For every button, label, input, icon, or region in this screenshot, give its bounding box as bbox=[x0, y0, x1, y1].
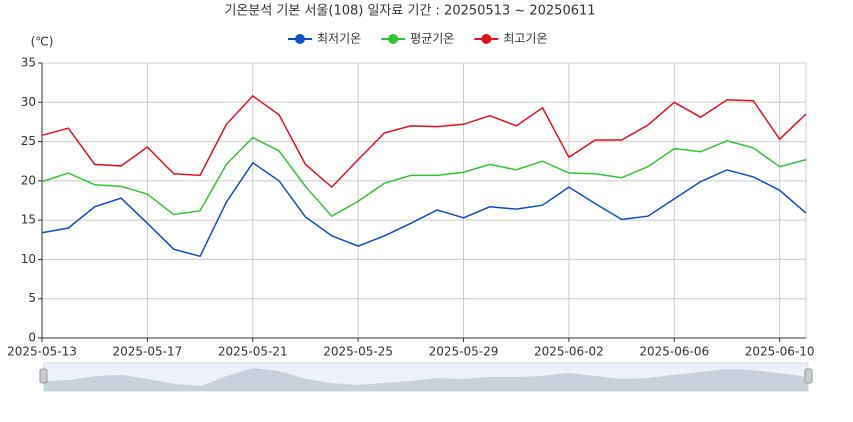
legend-marker bbox=[388, 34, 399, 44]
y-tick-label: 30 bbox=[21, 95, 36, 109]
y-axis-label: (℃) bbox=[31, 35, 54, 49]
x-tick-label: 2025-06-02 bbox=[534, 345, 604, 359]
y-tick-label: 35 bbox=[21, 56, 36, 70]
series-line bbox=[41, 136, 807, 218]
x-tick-label: 2025-05-21 bbox=[218, 345, 288, 359]
series-line bbox=[41, 95, 807, 189]
x-tick-label: 2025-05-29 bbox=[429, 345, 499, 359]
y-tick-label: 5 bbox=[28, 291, 36, 305]
y-tick-label: 20 bbox=[21, 173, 36, 187]
slider-preview bbox=[44, 368, 808, 391]
slider-handle[interactable] bbox=[804, 368, 813, 384]
y-tick-label: 15 bbox=[21, 213, 36, 227]
x-tick-label: 2025-05-13 bbox=[7, 345, 77, 359]
legend-marker bbox=[295, 34, 305, 44]
x-tick-label: 2025-06-06 bbox=[639, 345, 709, 359]
y-tick-label: 25 bbox=[21, 134, 36, 148]
y-tick-label: 0 bbox=[28, 331, 36, 345]
x-tick-label: 2025-06-10 bbox=[745, 345, 815, 359]
legend-label[interactable]: 최고기온 bbox=[503, 32, 547, 46]
x-tick-label: 2025-05-17 bbox=[113, 345, 183, 359]
slider-handle[interactable] bbox=[39, 368, 48, 384]
chart-title: 기온분석 기본 서울(108) 일자료 기간 : 20250513 ~ 2025… bbox=[224, 4, 595, 19]
legend-label[interactable]: 평균기온 bbox=[410, 32, 454, 46]
y-tick-label: 10 bbox=[21, 252, 36, 266]
x-tick-label: 2025-05-25 bbox=[323, 345, 393, 359]
series-line bbox=[41, 161, 807, 258]
legend-label[interactable]: 최저기온 bbox=[317, 32, 361, 46]
legend-marker bbox=[481, 34, 492, 44]
zoom-slider[interactable] bbox=[39, 362, 813, 392]
